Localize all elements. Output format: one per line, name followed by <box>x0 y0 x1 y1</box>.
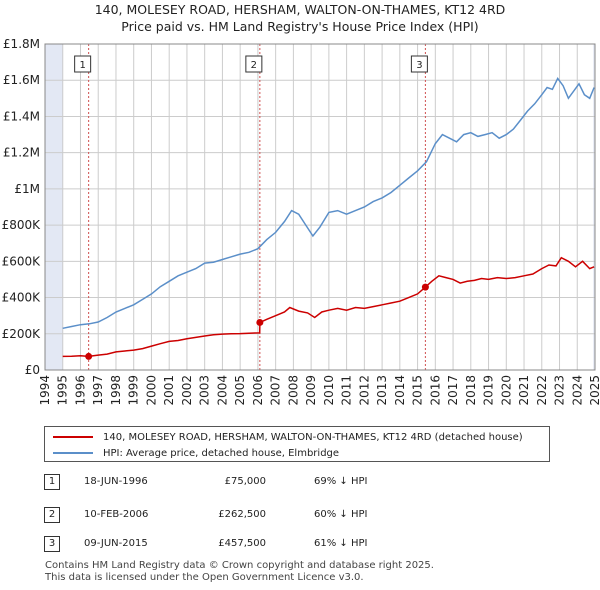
legend-item-property: 140, MOLESEY ROAD, HERSHAM, WALTON-ON-TH… <box>53 430 523 444</box>
table-row: 2 10-FEB-2006 £262,500 60% ↓ HPI <box>44 507 444 525</box>
x-tick-label: 1998 <box>109 375 123 406</box>
x-tick-label: 2022 <box>535 375 549 406</box>
x-tick-label: 2011 <box>340 375 354 406</box>
transaction-price: £75,000 <box>224 476 266 487</box>
x-tick-label: 2008 <box>286 375 300 406</box>
legend-swatch-hpi <box>53 452 93 454</box>
x-tick-label: 2005 <box>233 375 247 406</box>
transaction-badge: 2 <box>44 507 60 523</box>
x-tick-label: 1996 <box>73 375 87 406</box>
transaction-label: 2 <box>251 60 257 71</box>
x-tick-label: 2007 <box>269 375 283 406</box>
y-tick-label: £400K <box>2 291 42 305</box>
transaction-label: 1 <box>79 60 85 71</box>
shaded-region-before <box>45 44 63 370</box>
x-tick-label: 2010 <box>322 375 336 406</box>
x-tick-label: 2004 <box>215 375 229 406</box>
table-row: 3 09-JUN-2015 £457,500 61% ↓ HPI <box>44 536 444 554</box>
transaction-point <box>85 352 93 360</box>
x-tick-label: 2001 <box>162 375 176 406</box>
x-tick-label: 2020 <box>499 375 513 406</box>
footer-licence: This data is licensed under the Open Gov… <box>45 572 364 583</box>
table-row: 1 18-JUN-1996 £75,000 69% ↓ HPI <box>44 474 444 492</box>
price-chart: £0 £200K £400K £600K £800K £1M £1.2M £1.4M £1.6M… <box>2 37 600 406</box>
x-tick-label: 2006 <box>251 375 265 406</box>
transaction-label-box <box>410 55 428 73</box>
transaction-label-box <box>245 55 263 73</box>
y-tick-label: £800K <box>2 218 42 232</box>
chart-title: 140, MOLESEY ROAD, HERSHAM, WALTON-ON-TH… <box>94 2 506 17</box>
transaction-price: £457,500 <box>218 538 266 549</box>
x-tick-label: 2023 <box>553 375 567 406</box>
x-tick-label: 1995 <box>56 375 70 406</box>
transaction-date: 09-JUN-2015 <box>84 538 148 549</box>
transaction-point <box>256 318 264 326</box>
x-tick-label: 2025 <box>588 375 600 406</box>
footer-copyright: Contains HM Land Registry data © Crown c… <box>45 560 434 571</box>
x-tick-label: 2012 <box>357 375 371 406</box>
plot-frame <box>44 43 596 371</box>
transaction-label-box <box>74 55 92 73</box>
x-tick-label: 2018 <box>464 375 478 406</box>
property-price-line <box>62 256 595 358</box>
x-tick-label: 2000 <box>144 375 158 406</box>
legend-label-property: 140, MOLESEY ROAD, HERSHAM, WALTON-ON-TH… <box>103 431 523 443</box>
transaction-label: 3 <box>416 60 422 71</box>
transaction-price: £262,500 <box>218 509 266 520</box>
y-tick-label: £1.4M <box>3 109 40 123</box>
x-tick-label: 2019 <box>482 375 496 406</box>
x-tick-label: 2017 <box>446 375 460 406</box>
x-tick-label: 2014 <box>393 375 407 406</box>
shaded-region-after <box>593 44 595 370</box>
hpi-line <box>62 76 595 330</box>
x-tick-label: 2002 <box>180 375 194 406</box>
legend: 140, MOLESEY ROAD, HERSHAM, WALTON-ON-TH… <box>44 426 550 462</box>
y-tick-label: £1.6M <box>3 73 40 87</box>
y-tick-label: £1.8M <box>3 37 40 51</box>
transaction-date: 10-FEB-2006 <box>84 509 149 520</box>
x-tick-label: 2013 <box>375 375 389 406</box>
transaction-badge: 1 <box>44 474 60 490</box>
transaction-hpi-diff: 60% ↓ HPI <box>314 509 368 520</box>
transaction-hpi-diff: 69% ↓ HPI <box>314 476 368 487</box>
x-tick-label: 2015 <box>411 375 425 406</box>
y-tick-label: £0 <box>25 363 40 377</box>
x-tick-label: 2021 <box>517 375 531 406</box>
y-tick-label: £1.2M <box>3 146 40 160</box>
transaction-hpi-diff: 61% ↓ HPI <box>314 538 368 549</box>
x-tick-label: 1994 <box>38 375 52 406</box>
x-tick-label: 2009 <box>304 375 318 406</box>
transaction-point <box>421 283 429 291</box>
chart-subtitle: Price paid vs. HM Land Registry's House … <box>121 19 479 34</box>
transaction-date: 18-JUN-1996 <box>84 476 148 487</box>
y-tick-label: £1M <box>14 182 40 196</box>
legend-label-hpi: HPI: Average price, detached house, Elmb… <box>103 447 340 459</box>
x-tick-label: 1997 <box>91 375 105 406</box>
x-tick-label: 2003 <box>198 375 212 406</box>
legend-swatch-property <box>53 436 93 438</box>
legend-item-hpi: HPI: Average price, detached house, Elmb… <box>53 446 339 460</box>
y-tick-label: £200K <box>2 327 42 341</box>
x-tick-label: 2016 <box>428 375 442 406</box>
x-tick-label: 1999 <box>127 375 141 406</box>
transaction-badge: 3 <box>44 536 60 552</box>
x-tick-label: 2024 <box>570 375 584 406</box>
y-tick-label: £600K <box>2 254 42 268</box>
